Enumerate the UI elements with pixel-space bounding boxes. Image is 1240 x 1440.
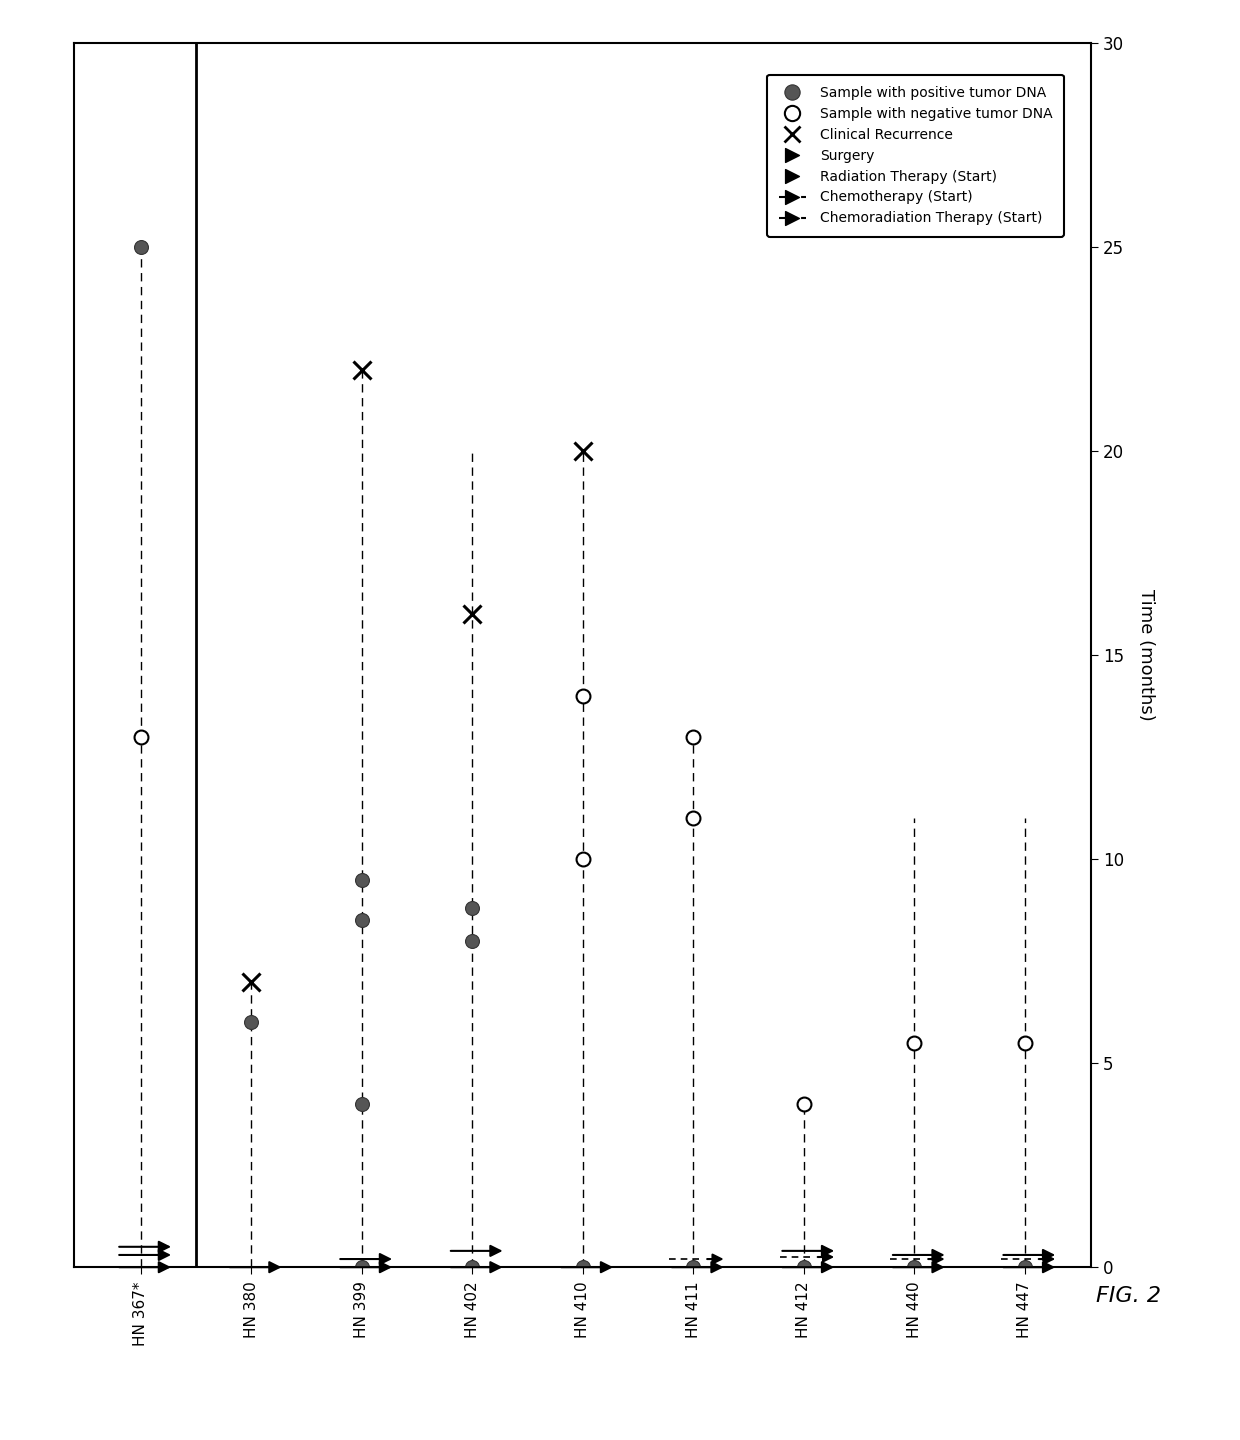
Legend: Sample with positive tumor DNA, Sample with negative tumor DNA, Clinical Recurre: Sample with positive tumor DNA, Sample w…	[768, 75, 1064, 236]
Text: FIG. 2: FIG. 2	[1096, 1286, 1161, 1306]
Y-axis label: Time (months): Time (months)	[1137, 589, 1154, 721]
